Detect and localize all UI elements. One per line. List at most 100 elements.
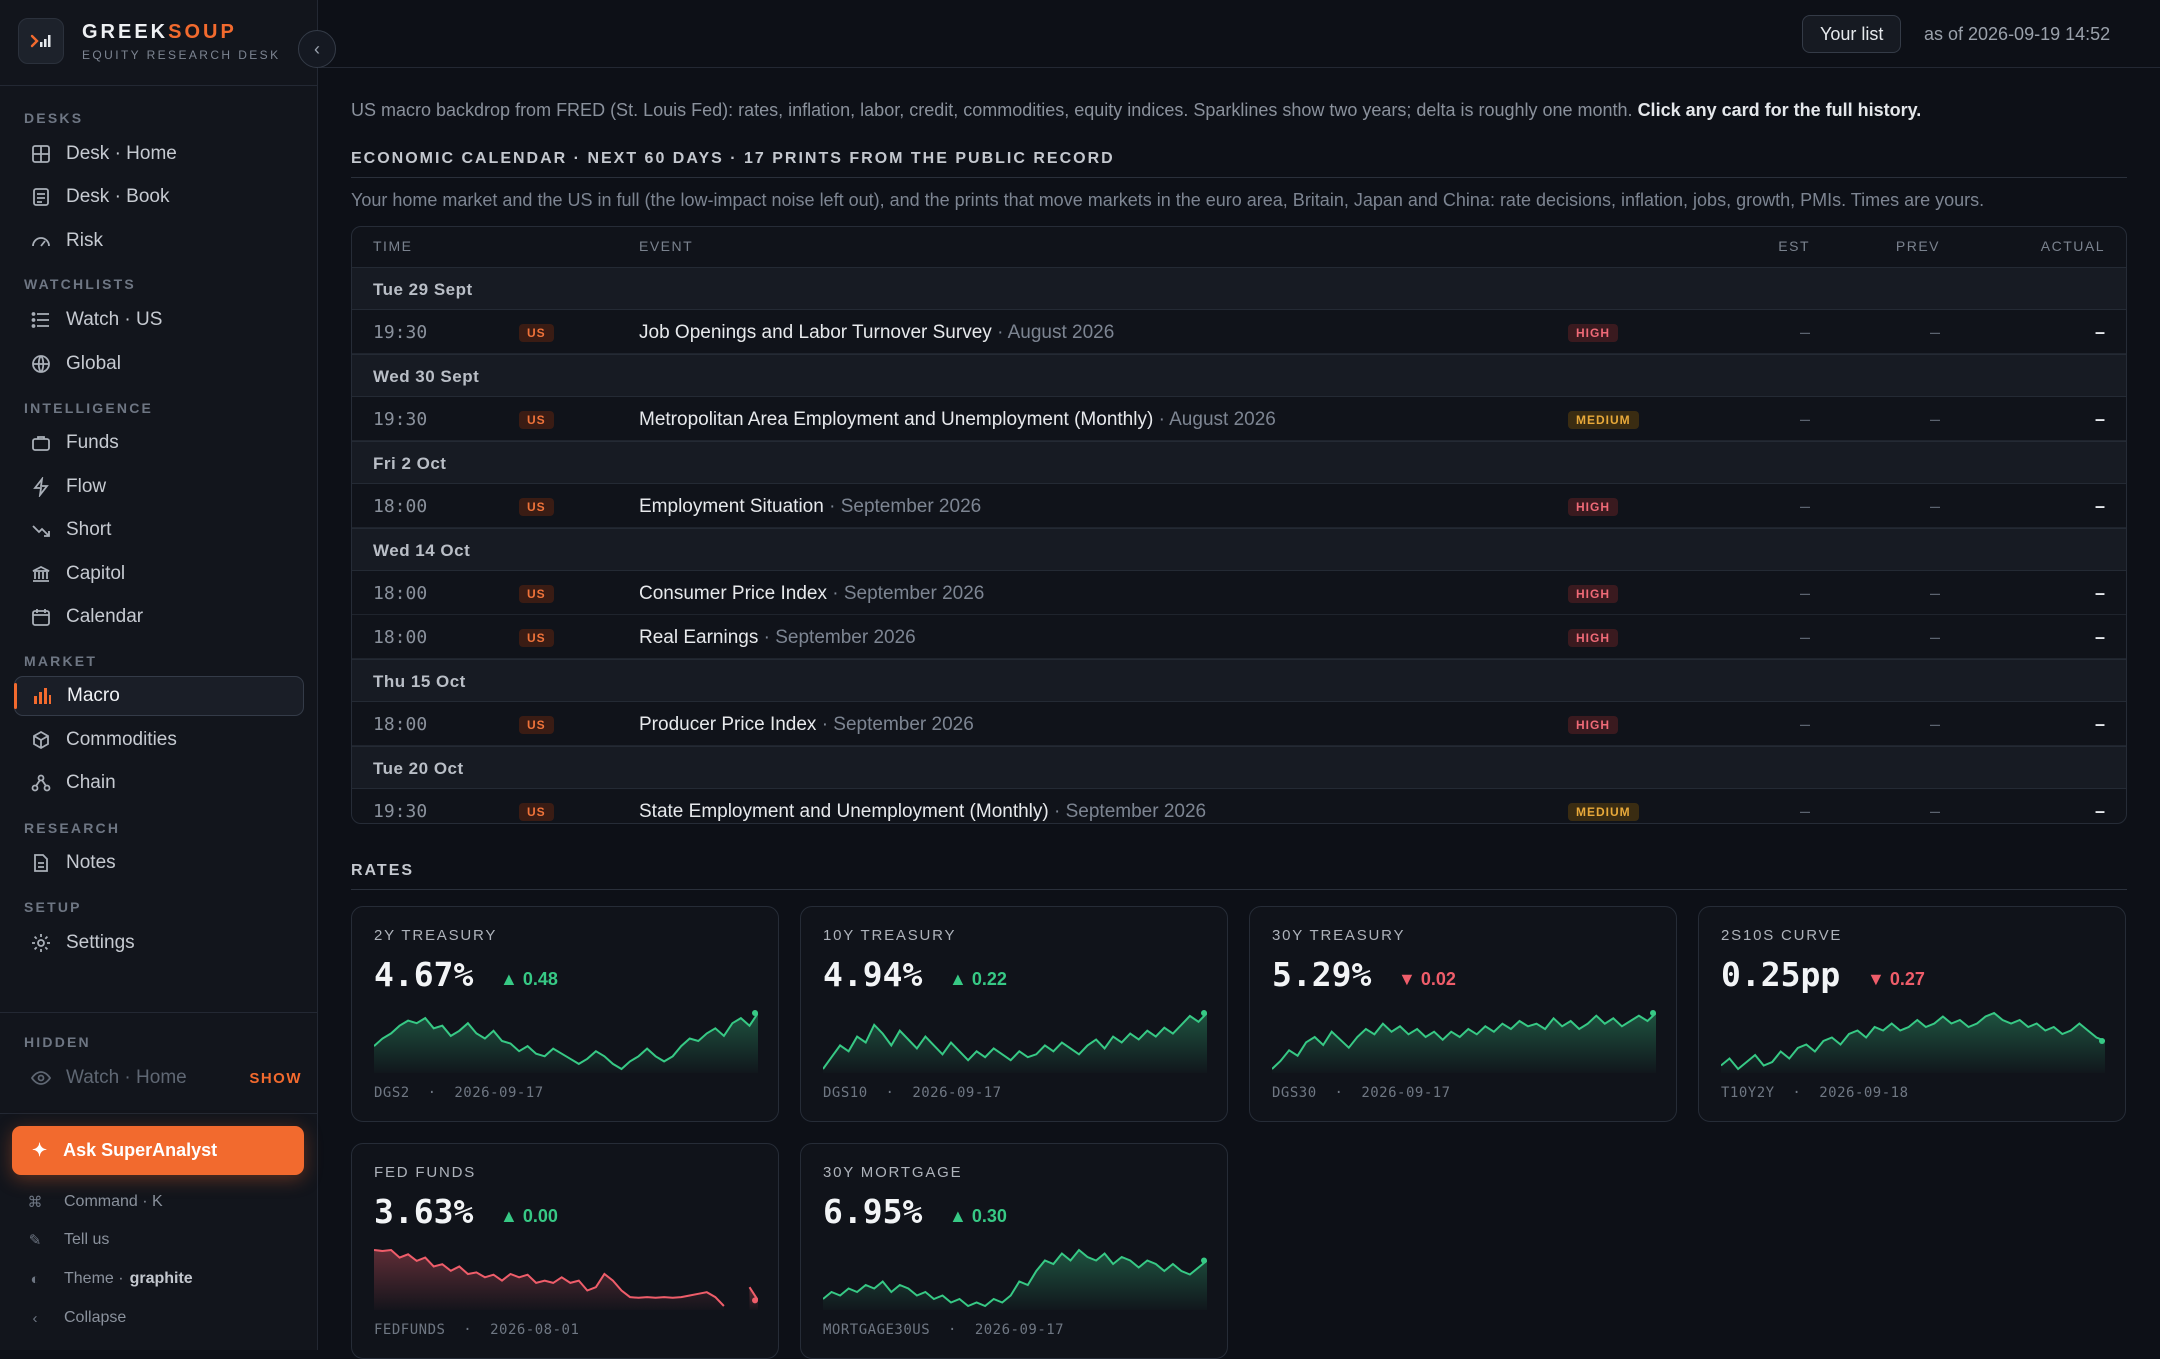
rate-meta: T10Y2Y · 2026-09-18 xyxy=(1721,1085,1909,1101)
command-palette-button[interactable]: ⌘ Command · K xyxy=(27,1193,163,1211)
rate-value: 5.29% xyxy=(1272,955,1372,994)
sidebar-item-commodities[interactable]: Commodities xyxy=(14,720,304,760)
day-header-row: Wed 30 Sept xyxy=(352,354,2126,397)
sidebar-item-short[interactable]: Short xyxy=(14,510,304,550)
sparkline-line xyxy=(823,1248,1207,1308)
rate-meta: MORTGAGE30US · 2026-09-17 xyxy=(823,1322,1065,1338)
section-label-market: MARKET xyxy=(24,653,98,669)
sparkline-line xyxy=(1272,1012,1656,1070)
sidebar-item-funds[interactable]: Funds xyxy=(14,423,304,463)
prev-value: – xyxy=(1929,801,1940,821)
rate-card-fedfunds[interactable]: FED FUNDS 3.63% ▲ 0.00 FEDFUNDS · 2026-08-0… xyxy=(351,1143,779,1359)
rate-meta: DGS10 · 2026-09-17 xyxy=(823,1085,1002,1101)
impact-badge: HIGH xyxy=(1568,498,1618,516)
sidebar-item-desk-book[interactable]: Desk · Book xyxy=(14,177,304,217)
est-value: – xyxy=(1799,627,1810,647)
rate-card-dgs30[interactable]: 30Y TREASURY 5.29% ▼ 0.02 DGS30 · 2026-09-1… xyxy=(1249,906,1677,1122)
actual-value: – xyxy=(2094,714,2105,734)
sidebar-item-label: Desk · Book xyxy=(66,186,170,207)
sidebar-toggle-button[interactable]: ‹ xyxy=(298,30,336,68)
country-badge: US xyxy=(519,716,554,734)
bolt-icon xyxy=(28,474,54,500)
sparkline xyxy=(823,1010,1207,1073)
globe-icon xyxy=(28,351,54,377)
sidebar-item-watch-us[interactable]: Watch · US xyxy=(14,300,304,340)
sparkle-icon: ✦ xyxy=(32,1140,48,1160)
sidebar-item-label: Global xyxy=(66,353,121,374)
table-row[interactable]: 18:00 US Real Earnings · September 2026 HIG… xyxy=(352,615,2126,659)
prev-value: – xyxy=(1929,496,1940,516)
calendar-title: ECONOMIC CALENDAR · NEXT 60 DAYS · 17 PR… xyxy=(351,150,1115,167)
feedback-button[interactable]: ✎ Tell us xyxy=(26,1231,110,1249)
sparkline-area xyxy=(374,1013,758,1073)
event-period: · August 2026 xyxy=(997,322,1115,343)
event-time: 19:30 xyxy=(373,322,428,343)
sidebar-item-risk[interactable]: Risk xyxy=(14,221,304,261)
country-badge: US xyxy=(519,803,554,821)
rate-card-dgs2[interactable]: 2Y TREASURY 4.67% ▲ 0.48 DGS2 · 2026-09-17 xyxy=(351,906,779,1122)
table-row[interactable]: 19:30 US Job Openings and Labor Turnover S… xyxy=(352,310,2126,354)
arrow-up-icon: ▲ xyxy=(500,1206,518,1226)
column-header-actual: ACTUAL xyxy=(2040,238,2105,254)
table-row[interactable]: 18:00 US Producer Price Index · September … xyxy=(352,702,2126,746)
eye-icon xyxy=(28,1068,54,1088)
your-list-button[interactable]: Your list xyxy=(1802,15,1902,53)
event-time: 18:00 xyxy=(373,496,428,517)
rate-change: ▲ 0.30 xyxy=(949,1206,1007,1226)
event-name: Job Openings and Labor Turnover Survey ·… xyxy=(639,322,1115,343)
sidebar-item-label: Chain xyxy=(66,772,116,793)
column-header-est: EST xyxy=(1778,238,1810,254)
sidebar-item-macro[interactable]: Macro xyxy=(14,676,304,716)
theme-value: graphite xyxy=(129,1270,193,1287)
collapse-sidebar-button[interactable]: ‹ Collapse xyxy=(26,1309,127,1327)
sidebar-item-calendar[interactable]: Calendar xyxy=(14,597,304,637)
economic-calendar-table[interactable]: TIME EVENT EST PREV ACTUAL Tue 29 Sept 19… xyxy=(351,226,2127,824)
rate-card-mortgage30us[interactable]: 30Y MORTGAGE 6.95% ▲ 0.30 MORTGAGE30US · 20… xyxy=(800,1143,1228,1359)
rate-card-dgs10[interactable]: 10Y TREASURY 4.94% ▲ 0.22 DGS10 · 2026-09-1… xyxy=(800,906,1228,1122)
sidebar-item-chain[interactable]: Chain xyxy=(14,763,304,803)
sidebar-item-settings[interactable]: Settings xyxy=(14,923,304,963)
rate-meta: DGS30 · 2026-09-17 xyxy=(1272,1085,1451,1101)
sidebar-item-label: Funds xyxy=(66,432,119,453)
sidebar-item-label: Notes xyxy=(66,852,116,873)
table-row[interactable]: 18:00 US Consumer Price Index · September … xyxy=(352,571,2126,615)
event-period: · September 2026 xyxy=(829,496,982,517)
sparkline-line xyxy=(374,1012,758,1071)
gear-icon xyxy=(28,930,54,956)
sidebar-item-flow[interactable]: Flow xyxy=(14,467,304,507)
rate-card-t10y2y[interactable]: 2S10S CURVE 0.25pp ▼ 0.27 T10Y2Y · 2026-09-… xyxy=(1698,906,2126,1122)
actual-value: – xyxy=(2094,583,2105,603)
day-header-row: Wed 14 Oct xyxy=(352,528,2126,571)
column-header-event: EVENT xyxy=(639,238,694,254)
table-row[interactable]: 19:30 US Metropolitan Area Employment and … xyxy=(352,397,2126,441)
show-hidden-button[interactable]: SHOW xyxy=(249,1069,302,1087)
sparkline-area xyxy=(1721,1013,2105,1073)
sparkline xyxy=(1272,1010,1656,1073)
country-badge: US xyxy=(519,324,554,342)
sidebar-item-global[interactable]: Global xyxy=(14,344,304,384)
sidebar-item-label: Desk · Home xyxy=(66,143,177,164)
rate-label: FED FUNDS xyxy=(374,1164,477,1181)
rate-meta: DGS2 · 2026-09-17 xyxy=(374,1085,544,1101)
sidebar-item-capitol[interactable]: Capitol xyxy=(14,554,304,594)
sparkline-last-point xyxy=(1201,1010,1207,1016)
sidebar-item-desk-home[interactable]: Desk · Home xyxy=(14,134,304,174)
day-label: Tue 20 Oct xyxy=(373,759,464,778)
event-time: 18:00 xyxy=(373,714,428,735)
rate-label: 30Y MORTGAGE xyxy=(823,1164,963,1181)
chain-icon xyxy=(28,770,54,796)
brand[interactable]: GREEKSOUP EQUITY RESEARCH DESK xyxy=(18,18,280,64)
table-row[interactable]: 18:00 US Employment Situation · September … xyxy=(352,484,2126,528)
ask-superanalyst-button[interactable]: ✦ Ask SuperAnalyst xyxy=(12,1126,304,1175)
theme-button[interactable]: ◐ Theme · graphite xyxy=(26,1270,193,1288)
column-header-time: TIME xyxy=(373,238,413,254)
gauge-icon xyxy=(28,228,54,254)
capitol-icon xyxy=(28,561,54,587)
sparkline-last-point xyxy=(752,1297,758,1304)
table-row[interactable]: 19:30 US State Employment and Unemployment… xyxy=(352,789,2126,823)
sidebar-item-label: Flow xyxy=(66,476,107,497)
sidebar-item-notes[interactable]: Notes xyxy=(14,843,304,883)
event-period: · August 2026 xyxy=(1158,409,1276,430)
event-name: Real Earnings · September 2026 xyxy=(639,627,916,648)
divider xyxy=(0,1113,317,1114)
